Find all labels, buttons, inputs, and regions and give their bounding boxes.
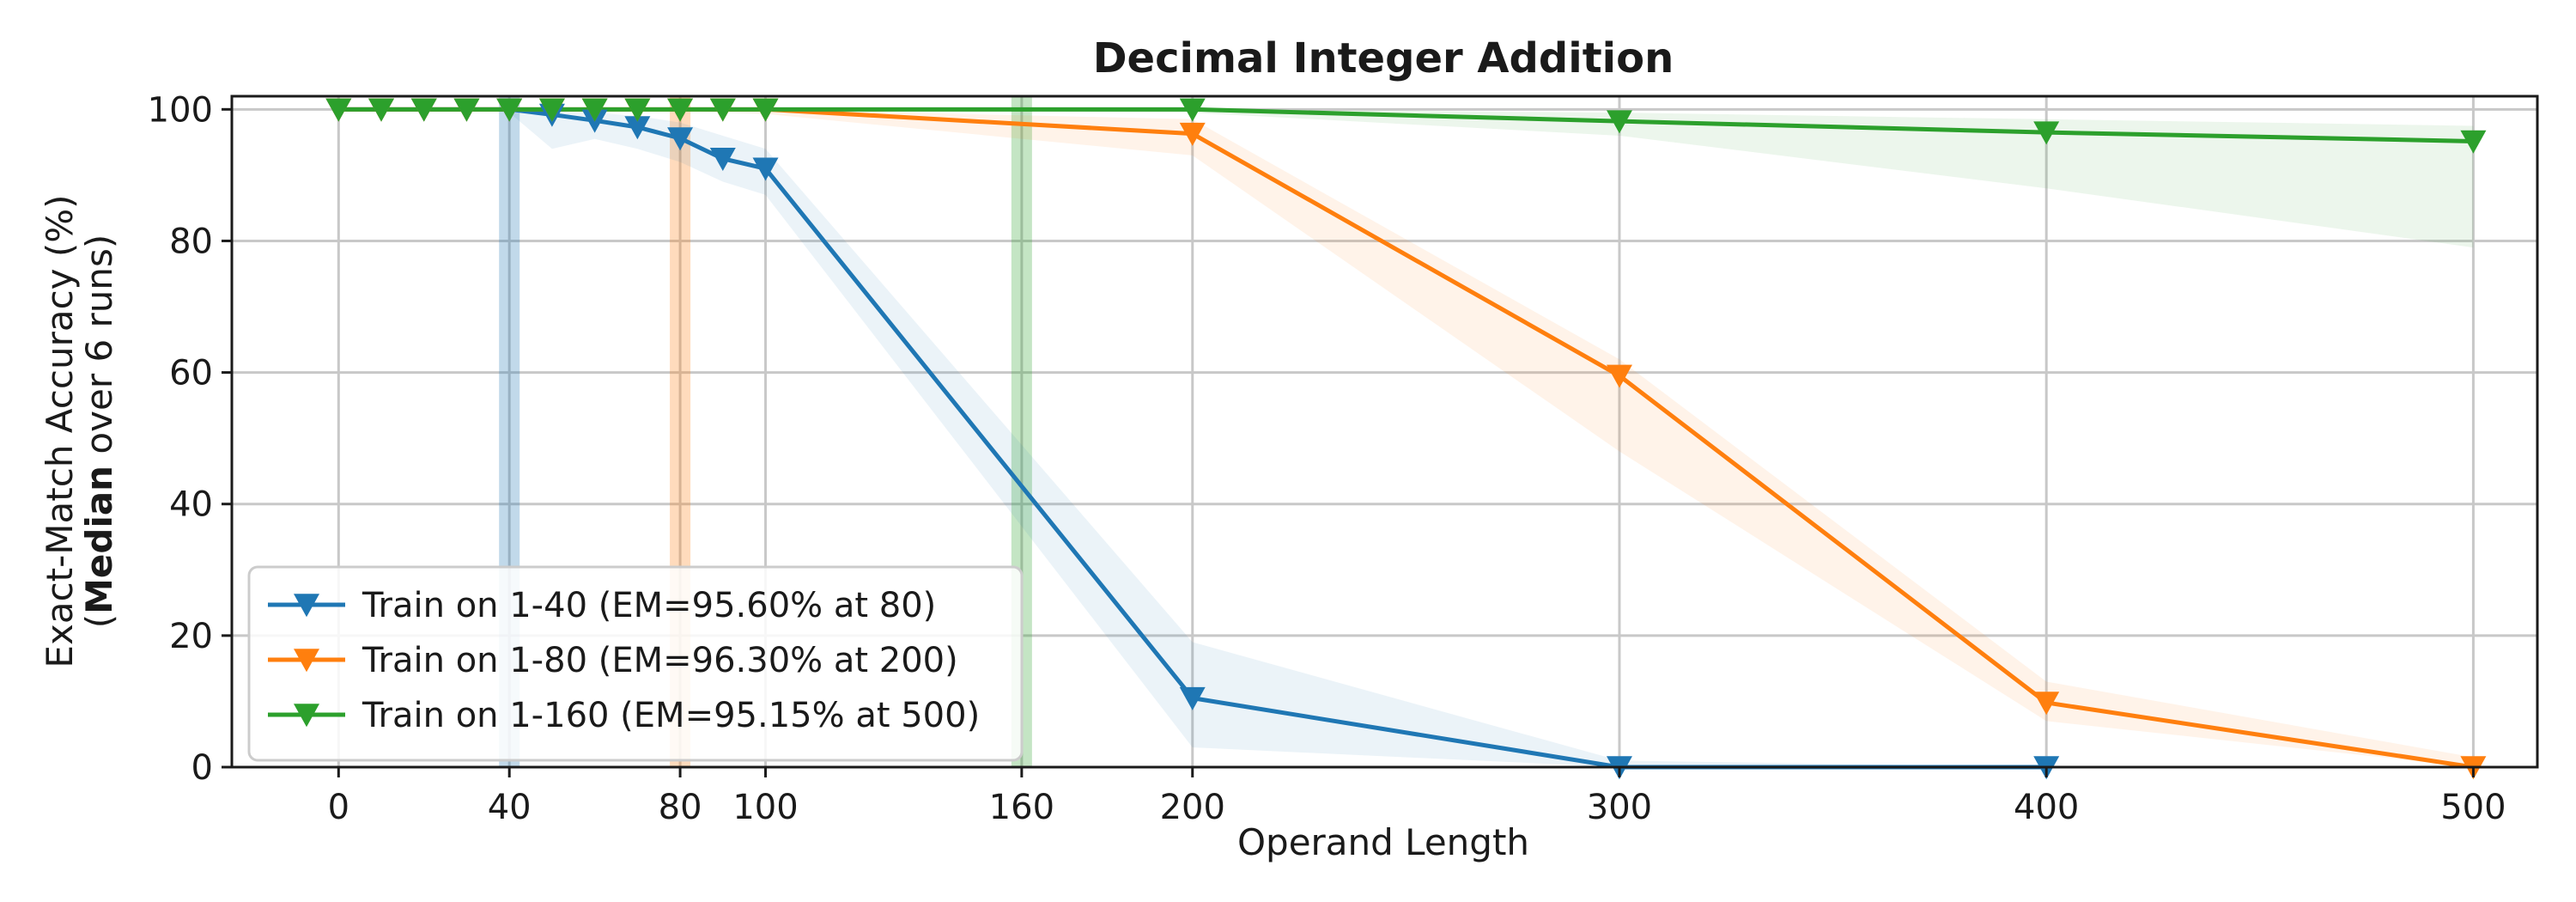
y-tick-label: 80 [169,222,213,261]
x-tick-label: 400 [2014,788,2079,827]
legend-swatch-marker [294,594,319,618]
data-point [538,98,565,122]
y-axis-label-rest: over 6 runs) [78,235,120,466]
x-tick-label: 200 [1160,788,1225,827]
plot-frame [230,94,2539,769]
y-tick-label: 20 [169,617,213,656]
y-tick-label: 100 [148,90,213,130]
data-point [2460,130,2487,154]
axis-ticks: 0 40 80 100 160 200 300 400 500 0 20 40 60 80 100 [148,90,2506,827]
legend-label: Train on 1-40 (EM=95.60% at 80) [361,586,936,625]
series-markers [325,98,2487,780]
y-tick-label: 0 [191,748,213,788]
legend-label: Train on 1-160 (EM=95.15% at 500) [361,696,980,735]
legend-swatch-marker [294,649,319,673]
data-point [752,157,779,181]
data-point [581,98,608,122]
confidence-band [338,109,2474,248]
data-point [325,98,352,122]
data-point [1179,122,1206,146]
y-axis-label-prefix: ( [78,614,120,628]
data-point [667,127,694,151]
data-point [752,98,779,122]
data-point [1606,110,1632,134]
chart-title: Decimal Integer Addition [1093,34,1674,82]
data-point [1179,98,1206,122]
legend-box [247,565,1024,762]
data-point [709,147,736,171]
x-tick-label: 40 [488,788,532,827]
y-axis-label: Exact-Match Accuracy (%) [39,194,81,667]
data-point [368,98,395,122]
confidence-band [338,109,2474,768]
x-tick-label: 80 [659,788,702,827]
legend: Train on 1-40 (EM=95.60% at 80) Train on … [247,565,1024,762]
y-tick-label: 60 [169,354,213,393]
y-axis-label-line2: (Median over 6 runs) [78,235,120,629]
x-tick-label: 100 [732,788,798,827]
legend-swatch-marker [294,704,319,728]
y-tick-label: 40 [169,485,213,525]
x-tick-label: 500 [2440,788,2506,827]
data-point [709,98,736,122]
data-point [1179,686,1206,710]
data-point [624,116,651,140]
data-point [410,98,437,122]
legend-label: Train on 1-80 (EM=96.30% at 200) [361,641,958,680]
data-point [1606,364,1632,388]
data-point [2033,692,2060,716]
y-axis-label-bold: Median [78,466,120,614]
data-point [624,98,651,122]
data-point [2033,121,2060,145]
x-tick-label: 160 [989,788,1054,827]
x-axis-label: Operand Length [1237,821,1529,863]
x-tick-label: 0 [328,788,349,827]
confidence-bands [338,109,2474,768]
x-tick-label: 300 [1587,788,1652,827]
data-point [496,98,523,122]
data-point [453,98,480,122]
data-point [667,98,694,122]
